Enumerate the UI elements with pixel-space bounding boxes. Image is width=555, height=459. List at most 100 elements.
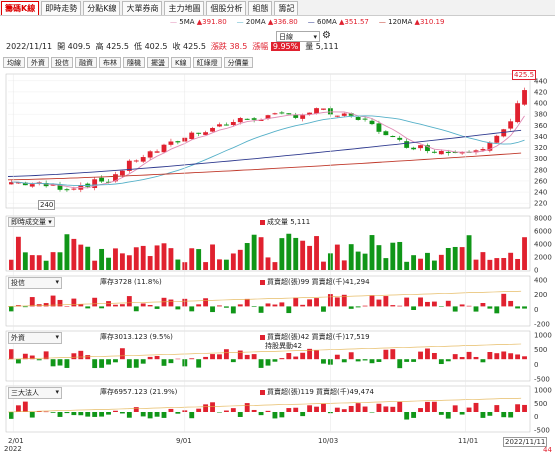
toolbar-btn-margin[interactable]: 融資 (75, 57, 97, 68)
foreign-bar (78, 350, 84, 360)
institutions-bar (217, 412, 222, 413)
candle-body (203, 132, 209, 135)
candle-body (522, 90, 527, 105)
candle-body (133, 160, 139, 162)
institutions-bar (64, 412, 70, 414)
trust-bar (106, 301, 111, 307)
institutions-bar (348, 405, 354, 412)
institutions-bar (237, 412, 243, 417)
volume-bar (196, 249, 202, 270)
volume-bar (438, 254, 444, 270)
foreign-bar (355, 359, 361, 362)
gear-icon[interactable]: ⚙ (322, 30, 331, 41)
tab-big-brokers[interactable]: 大單券商 (122, 1, 163, 15)
price-panel (5, 73, 531, 209)
institutions-bar (168, 408, 174, 412)
foreign-bar (43, 351, 49, 360)
volume-bar (119, 253, 125, 270)
volume-bar (168, 248, 174, 270)
trust-panel-select[interactable]: 投信 ▾ (8, 277, 62, 289)
toolbar-btn-ma[interactable]: 均線 (3, 57, 25, 68)
trust-bar (334, 297, 340, 307)
toolbar-btn-traffic-light[interactable]: 紅綠燈 (192, 57, 222, 68)
foreign-bar (272, 359, 278, 362)
holding-line (7, 397, 522, 413)
tab-notes[interactable]: 籌記 (274, 1, 299, 15)
toolbar-btn-price-volume[interactable]: 分價量 (223, 57, 253, 68)
foreign-bar (522, 356, 527, 360)
toolbar-btn-bollinger[interactable]: 布林 (99, 57, 121, 68)
volume-bar (140, 245, 146, 270)
institutions-bar (22, 401, 28, 412)
candle-body (501, 129, 507, 137)
foreign-bar (154, 355, 160, 360)
candle-body (411, 147, 417, 150)
trust-bar (203, 298, 209, 307)
foreign-bar (203, 356, 209, 360)
candle-body (99, 177, 105, 182)
foreign-bar (425, 348, 430, 360)
tab-stock-analysis[interactable]: 個股分析 (206, 1, 247, 15)
candle-body (272, 113, 278, 115)
institutions-bar (404, 412, 410, 420)
tab-branch-kline[interactable]: 分點K線 (83, 1, 121, 15)
candle-body (244, 118, 250, 120)
foreign-bar (445, 359, 451, 362)
tab-chip-kline[interactable]: 籌碼K線 (1, 1, 40, 15)
volume-bar (85, 246, 91, 270)
trust-bar (99, 306, 105, 309)
trust-bar (189, 306, 195, 312)
tab-main-map[interactable]: 主力地圖 (164, 1, 205, 15)
candle-body (210, 127, 215, 132)
ma120-line (7, 152, 522, 181)
institutions-bar (341, 409, 347, 412)
foreign-panel-title: 外資 ▾ (8, 332, 62, 344)
institutions-panel-select[interactable]: 三大法人 ▾ (8, 387, 62, 399)
institutions-bar (244, 403, 250, 412)
volume-bar (300, 240, 306, 270)
candle-body (314, 108, 319, 114)
trust-bar (251, 306, 257, 308)
toolbar-btn-kd[interactable]: 隨機 (123, 57, 145, 68)
period-select[interactable]: 日線 ▾ (276, 31, 320, 42)
foreign-panel-select[interactable]: 外資 ▾ (8, 332, 62, 344)
institutions-bar (119, 412, 125, 414)
toolbar-btn-foreign[interactable]: 外資 (27, 57, 49, 68)
toolbar-btn-trust[interactable]: 投信 (51, 57, 73, 68)
trust-bar (508, 300, 514, 307)
toolbar-btn-kline[interactable]: K線 (171, 57, 191, 68)
volume-bar (244, 243, 250, 270)
foreign-bar (480, 359, 486, 363)
trust-panel (5, 275, 531, 327)
institutions-bar (431, 401, 437, 412)
candle-body (480, 149, 486, 151)
volume-bar (445, 247, 451, 270)
trust-bar (126, 296, 132, 307)
trust-bar (57, 299, 63, 307)
candle-body (355, 117, 361, 120)
foreign-bar (196, 359, 202, 368)
volume-bar (237, 249, 243, 270)
volume-panel-select[interactable]: 即時成交量 ▾ (8, 217, 55, 227)
tab-config[interactable]: 組態 (248, 1, 273, 15)
trust-bar (293, 297, 299, 307)
foreign-bar (314, 350, 319, 360)
trust-bar (501, 293, 507, 307)
foreign-bar (348, 352, 354, 360)
tab-realtime[interactable]: 即時走勢 (41, 1, 82, 15)
trust-bar (459, 304, 465, 307)
foreign-bar (113, 359, 118, 363)
candle-body (431, 151, 437, 153)
institutions-bar (154, 412, 160, 417)
trust-holding: 庫存3728 (11.8%) (100, 278, 162, 286)
candle-body (217, 124, 222, 127)
candle-body (154, 151, 160, 153)
toolbar-btn-oscillator[interactable]: 擺盪 (147, 57, 169, 68)
price-tick-label: 380 (534, 111, 547, 119)
low-value: 402.5 (144, 42, 168, 51)
candle-body (113, 174, 118, 182)
foreign-bar (362, 359, 368, 361)
foreign-bar (50, 359, 56, 367)
volume-bar (99, 248, 105, 270)
